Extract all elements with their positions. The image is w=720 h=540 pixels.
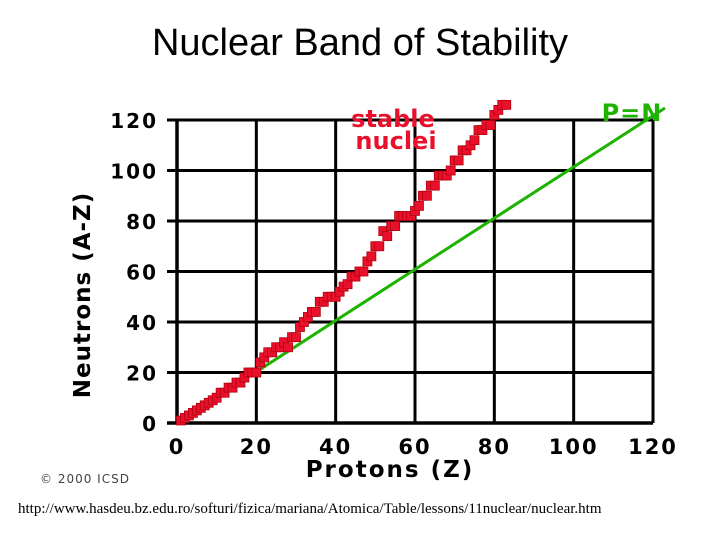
x-tick-label-20: 20 — [240, 435, 273, 459]
stable-nucleus-point — [283, 342, 293, 353]
source-url: http://www.hasdeu.bz.edu.ro/softuri/fizi… — [18, 501, 602, 517]
stable-nucleus-point — [390, 221, 401, 231]
x-tick-label-120: 120 — [628, 435, 678, 459]
copyright-notice: © 2000 ICSD — [40, 472, 130, 486]
stable-nucleus-point — [374, 241, 385, 252]
y-tick-label-60: 60 — [126, 261, 158, 285]
stable-nucleus-point — [485, 120, 496, 130]
stable-nuclei-series — [176, 99, 512, 426]
slide-title: Nuclear Band of Stability — [151, 22, 569, 64]
y-axis-label: Neutrons (A-Z) — [70, 192, 96, 398]
stable-nucleus-point — [501, 99, 512, 110]
p-equals-n-label: P=N — [602, 99, 663, 127]
stable-nucleus-point — [453, 155, 464, 166]
stable-nucleus-point — [382, 231, 393, 242]
stable-nucleus-point — [421, 190, 432, 201]
stable-nucleus-point — [469, 135, 480, 146]
stable-nuclei-label-line2: nuclei — [355, 127, 436, 155]
stable-nucleus-point — [310, 306, 321, 317]
band-of-stability-chart: 0 20 40 60 80 100 120 0 20 40 60 80 100 120 Neutrons… — [40, 99, 678, 486]
stable-nucleus-point — [445, 165, 456, 176]
x-axis-label: Protons (Z) — [306, 457, 475, 483]
y-tick-label-20: 20 — [126, 362, 158, 386]
x-tick-label-80: 80 — [478, 435, 511, 459]
y-tick-label-80: 80 — [126, 210, 158, 234]
stable-nuclei-label-line1: stable — [351, 105, 435, 133]
x-tick-label-0: 0 — [169, 435, 186, 459]
x-axis-ticks: 0 20 40 60 80 100 120 — [169, 435, 678, 459]
x-tick-label-40: 40 — [319, 435, 352, 459]
y-tick-label-120: 120 — [110, 109, 158, 133]
y-axis-ticks: 0 20 40 60 80 100 120 — [110, 109, 158, 436]
x-tick-label-60: 60 — [398, 435, 431, 459]
stable-nucleus-point — [291, 332, 301, 343]
chart-grid — [167, 118, 655, 425]
stable-nucleus-point — [429, 180, 440, 191]
stable-nucleus-point — [358, 266, 369, 277]
y-tick-label-0: 0 — [142, 412, 158, 436]
stable-nucleus-point — [414, 200, 424, 211]
stable-nucleus-point — [251, 367, 262, 378]
stable-nucleus-point — [366, 251, 377, 262]
y-tick-label-100: 100 — [110, 160, 158, 184]
x-tick-label-100: 100 — [549, 435, 599, 459]
y-tick-label-40: 40 — [126, 311, 158, 335]
